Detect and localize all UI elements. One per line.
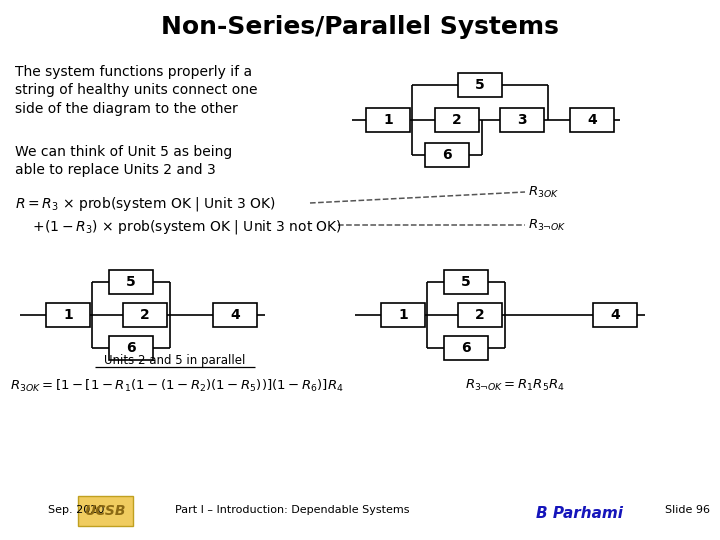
Text: Non-Series/Parallel Systems: Non-Series/Parallel Systems [161, 15, 559, 39]
Bar [213, 303, 257, 327]
Bar [458, 73, 502, 97]
Bar [458, 303, 502, 327]
Bar [46, 303, 90, 327]
Text: UCSB: UCSB [84, 504, 126, 518]
Bar [109, 336, 153, 360]
Text: 3: 3 [517, 113, 527, 127]
Bar [78, 496, 133, 526]
Text: Sep. 2020: Sep. 2020 [48, 505, 104, 515]
Text: 4: 4 [587, 113, 597, 127]
Bar [435, 108, 479, 132]
Bar [444, 336, 488, 360]
Text: We can think of Unit 5 as being
able to replace Units 2 and 3: We can think of Unit 5 as being able to … [15, 145, 233, 178]
Text: 6: 6 [126, 341, 136, 355]
Text: 5: 5 [126, 275, 136, 289]
Bar [500, 108, 544, 132]
Text: $R_{3\neg OK} = R_1 R_5 R_4$: $R_{3\neg OK} = R_1 R_5 R_4$ [465, 378, 565, 393]
Text: 4: 4 [610, 308, 620, 322]
Text: B Parhami: B Parhami [536, 507, 624, 522]
Bar [109, 270, 153, 294]
Text: 1: 1 [398, 308, 408, 322]
Bar [366, 108, 410, 132]
Text: Slide 96: Slide 96 [665, 505, 710, 515]
Text: 2: 2 [475, 308, 485, 322]
Text: 2: 2 [140, 308, 150, 322]
Bar [425, 143, 469, 167]
Bar [570, 108, 614, 132]
Text: 5: 5 [461, 275, 471, 289]
Text: 1: 1 [383, 113, 393, 127]
Text: Units 2 and 5 in parallel: Units 2 and 5 in parallel [104, 354, 246, 367]
Text: $R_{3OK} = [1 - [1 - R_1(1-(1-R_2)(1-R_5))](1-R_6)] R_4$: $R_{3OK} = [1 - [1 - R_1(1-(1-R_2)(1-R_5… [10, 378, 343, 394]
Text: $R = R_3$ × prob(system OK | Unit 3 OK): $R = R_3$ × prob(system OK | Unit 3 OK) [15, 195, 276, 213]
Text: 6: 6 [442, 148, 452, 162]
Bar [444, 270, 488, 294]
Text: $R_{3\neg OK}$: $R_{3\neg OK}$ [528, 218, 567, 233]
Text: 2: 2 [452, 113, 462, 127]
Text: 5: 5 [475, 78, 485, 92]
Text: The system functions properly if a
string of healthy units connect one
side of t: The system functions properly if a strin… [15, 65, 258, 116]
Bar [123, 303, 167, 327]
Text: 4: 4 [230, 308, 240, 322]
Text: $R_{3OK}$: $R_{3OK}$ [528, 185, 559, 200]
Bar [381, 303, 425, 327]
Text: 1: 1 [63, 308, 73, 322]
Text: 6: 6 [462, 341, 471, 355]
Bar [593, 303, 637, 327]
Text: $+ (1 - R_3)$ × prob(system OK | Unit 3 not OK): $+ (1 - R_3)$ × prob(system OK | Unit 3 … [15, 218, 342, 236]
Text: Part I – Introduction: Dependable Systems: Part I – Introduction: Dependable System… [175, 505, 409, 515]
